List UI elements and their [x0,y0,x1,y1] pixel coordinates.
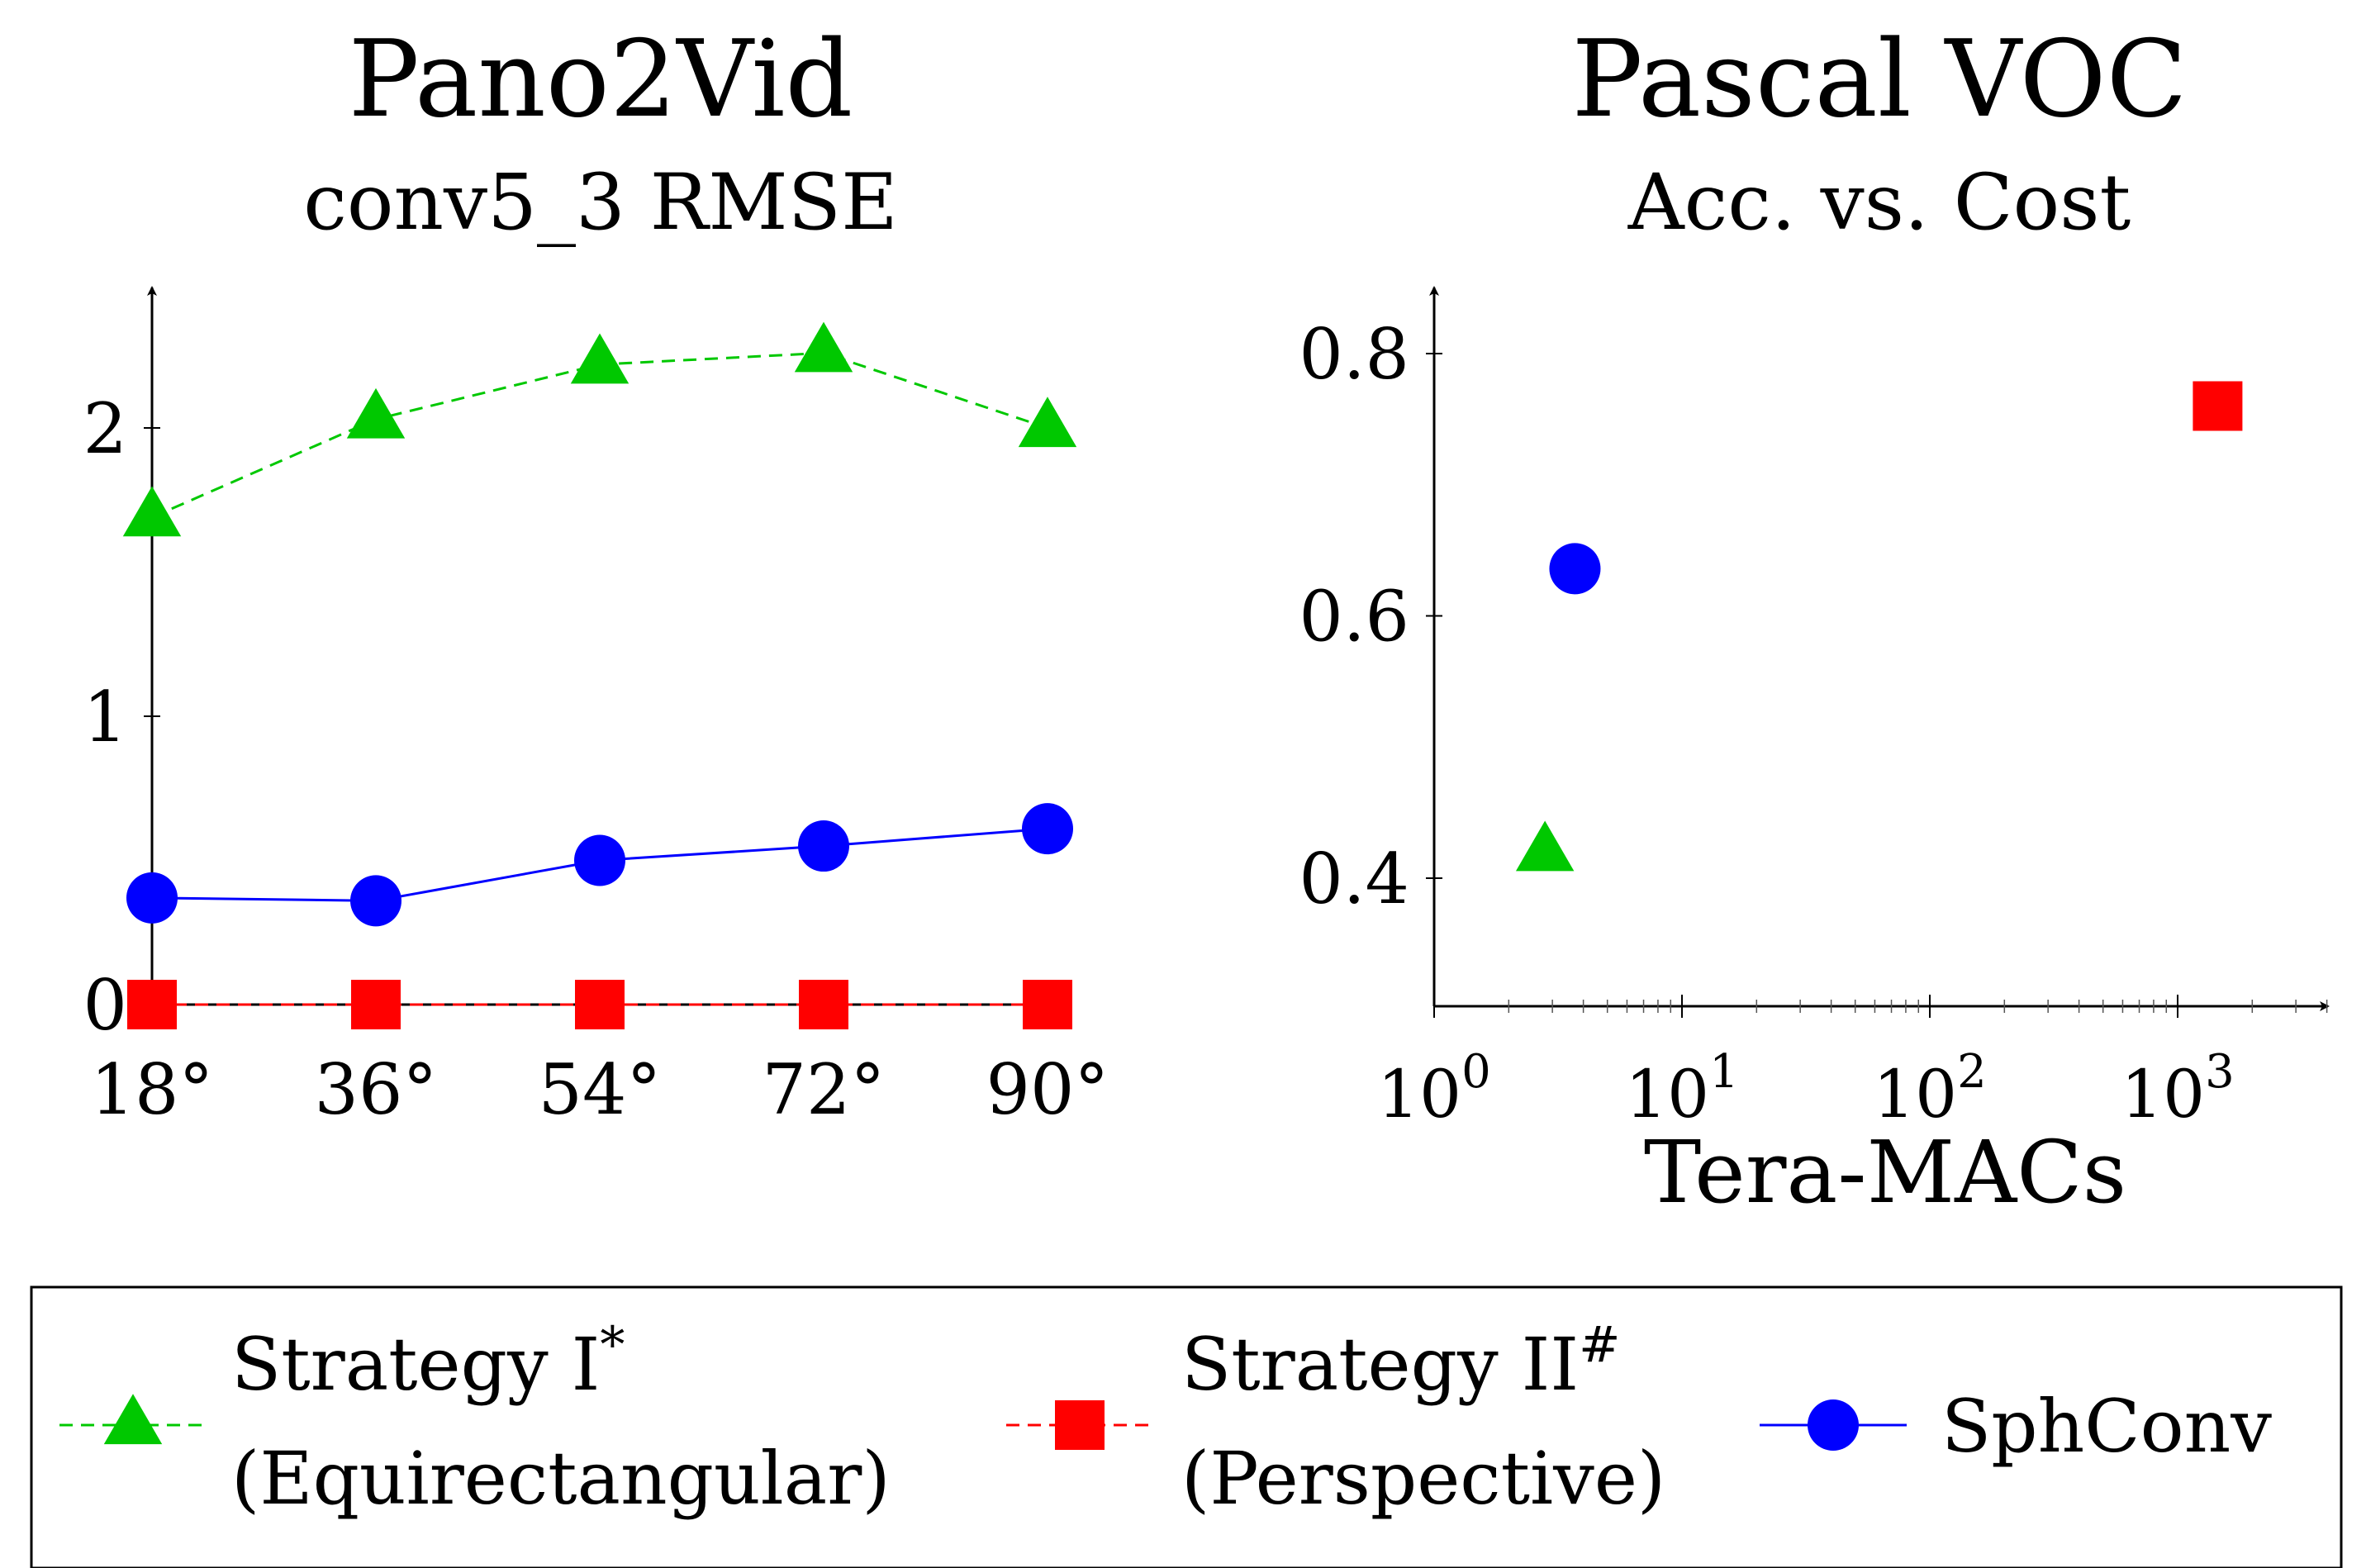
pascal-voc-data-point [1549,543,1601,595]
pano2vid-title: Pano2Vid [349,18,853,141]
pascal-voc-xtick-label: 103 [2121,1045,2234,1133]
pascal-voc-data-point [2193,381,2243,431]
pano2vid-data-point [575,980,625,1029]
pano2vid-data-point [1018,397,1077,448]
pascal-voc-subtitle: Acc. vs. Cost [1627,158,2131,248]
pano2vid-ytick-label: 1 [83,677,127,758]
pano2vid-data-point [122,486,182,537]
legend-label: Strategy I* [231,1316,625,1407]
legend-label: Strategy II# [1181,1316,1620,1407]
legend-sublabel: (Equirectangular) [231,1436,891,1521]
pano2vid-data-point [1023,980,1072,1029]
pascal-voc-chart: Pascal VOC Acc. vs. Cost 0.4 0.6 0.8 100 10… [1299,18,2330,1223]
legend-marker [103,1394,163,1445]
pascal-voc-xlabel: Tera-MACs [1644,1122,2126,1223]
pascal-voc-xtick-label: 102 [1873,1045,1986,1133]
pano2vid-ytick-label: 2 [83,388,127,469]
pano2vid-subtitle: conv5_3 RMSE [303,158,897,248]
pano2vid-data-point [350,875,401,927]
pano2vid-chart: Pano2Vid conv5_3 RMSE 0 1 2 18° 36° 54° 72° 90… [83,18,1109,1130]
pano2vid-data-point [798,820,849,872]
legend: Strategy I* (Equirectangular) Strategy II#… [30,1285,2343,1568]
pano2vid-data-point [126,872,178,924]
pano2vid-data-point [346,387,406,439]
pano2vid-data-point [574,834,625,886]
legend-sublabel: (Perspective) [1181,1436,1665,1521]
pano2vid-data-point [799,980,848,1029]
pascal-voc-ytick-label: 0.6 [1299,577,1409,658]
pascal-voc-data-point [1515,820,1575,872]
pano2vid-xtick-label: 90° [986,1049,1109,1130]
legend-marker [1055,1400,1105,1450]
pascal-voc-title: Pascal VOC [1571,18,2187,141]
pano2vid-xtick-label: 72° [763,1049,886,1130]
pascal-voc-xtick-label: 100 [1377,1045,1490,1133]
pascal-voc-ytick-label: 0.4 [1299,839,1409,919]
pano2vid-data-point [127,980,177,1029]
pano2vid-ytick-label: 0 [83,965,127,1046]
pano2vid-xtick-label: 36° [315,1049,438,1130]
legend-label: SphConv [1941,1384,2272,1469]
pano2vid-xtick-label: 54° [539,1049,662,1130]
pascal-voc-xtick-label: 101 [1625,1045,1738,1133]
pano2vid-xtick-label: 18° [91,1049,214,1130]
pano2vid-data-point [1022,803,1073,855]
pano2vid-data-point [570,333,630,384]
legend-box [30,1285,2343,1568]
pano2vid-data-point [794,321,853,373]
pano2vid-data-point [351,980,401,1029]
legend-marker [1808,1399,1859,1451]
pascal-voc-ytick-label: 0.8 [1299,314,1409,395]
